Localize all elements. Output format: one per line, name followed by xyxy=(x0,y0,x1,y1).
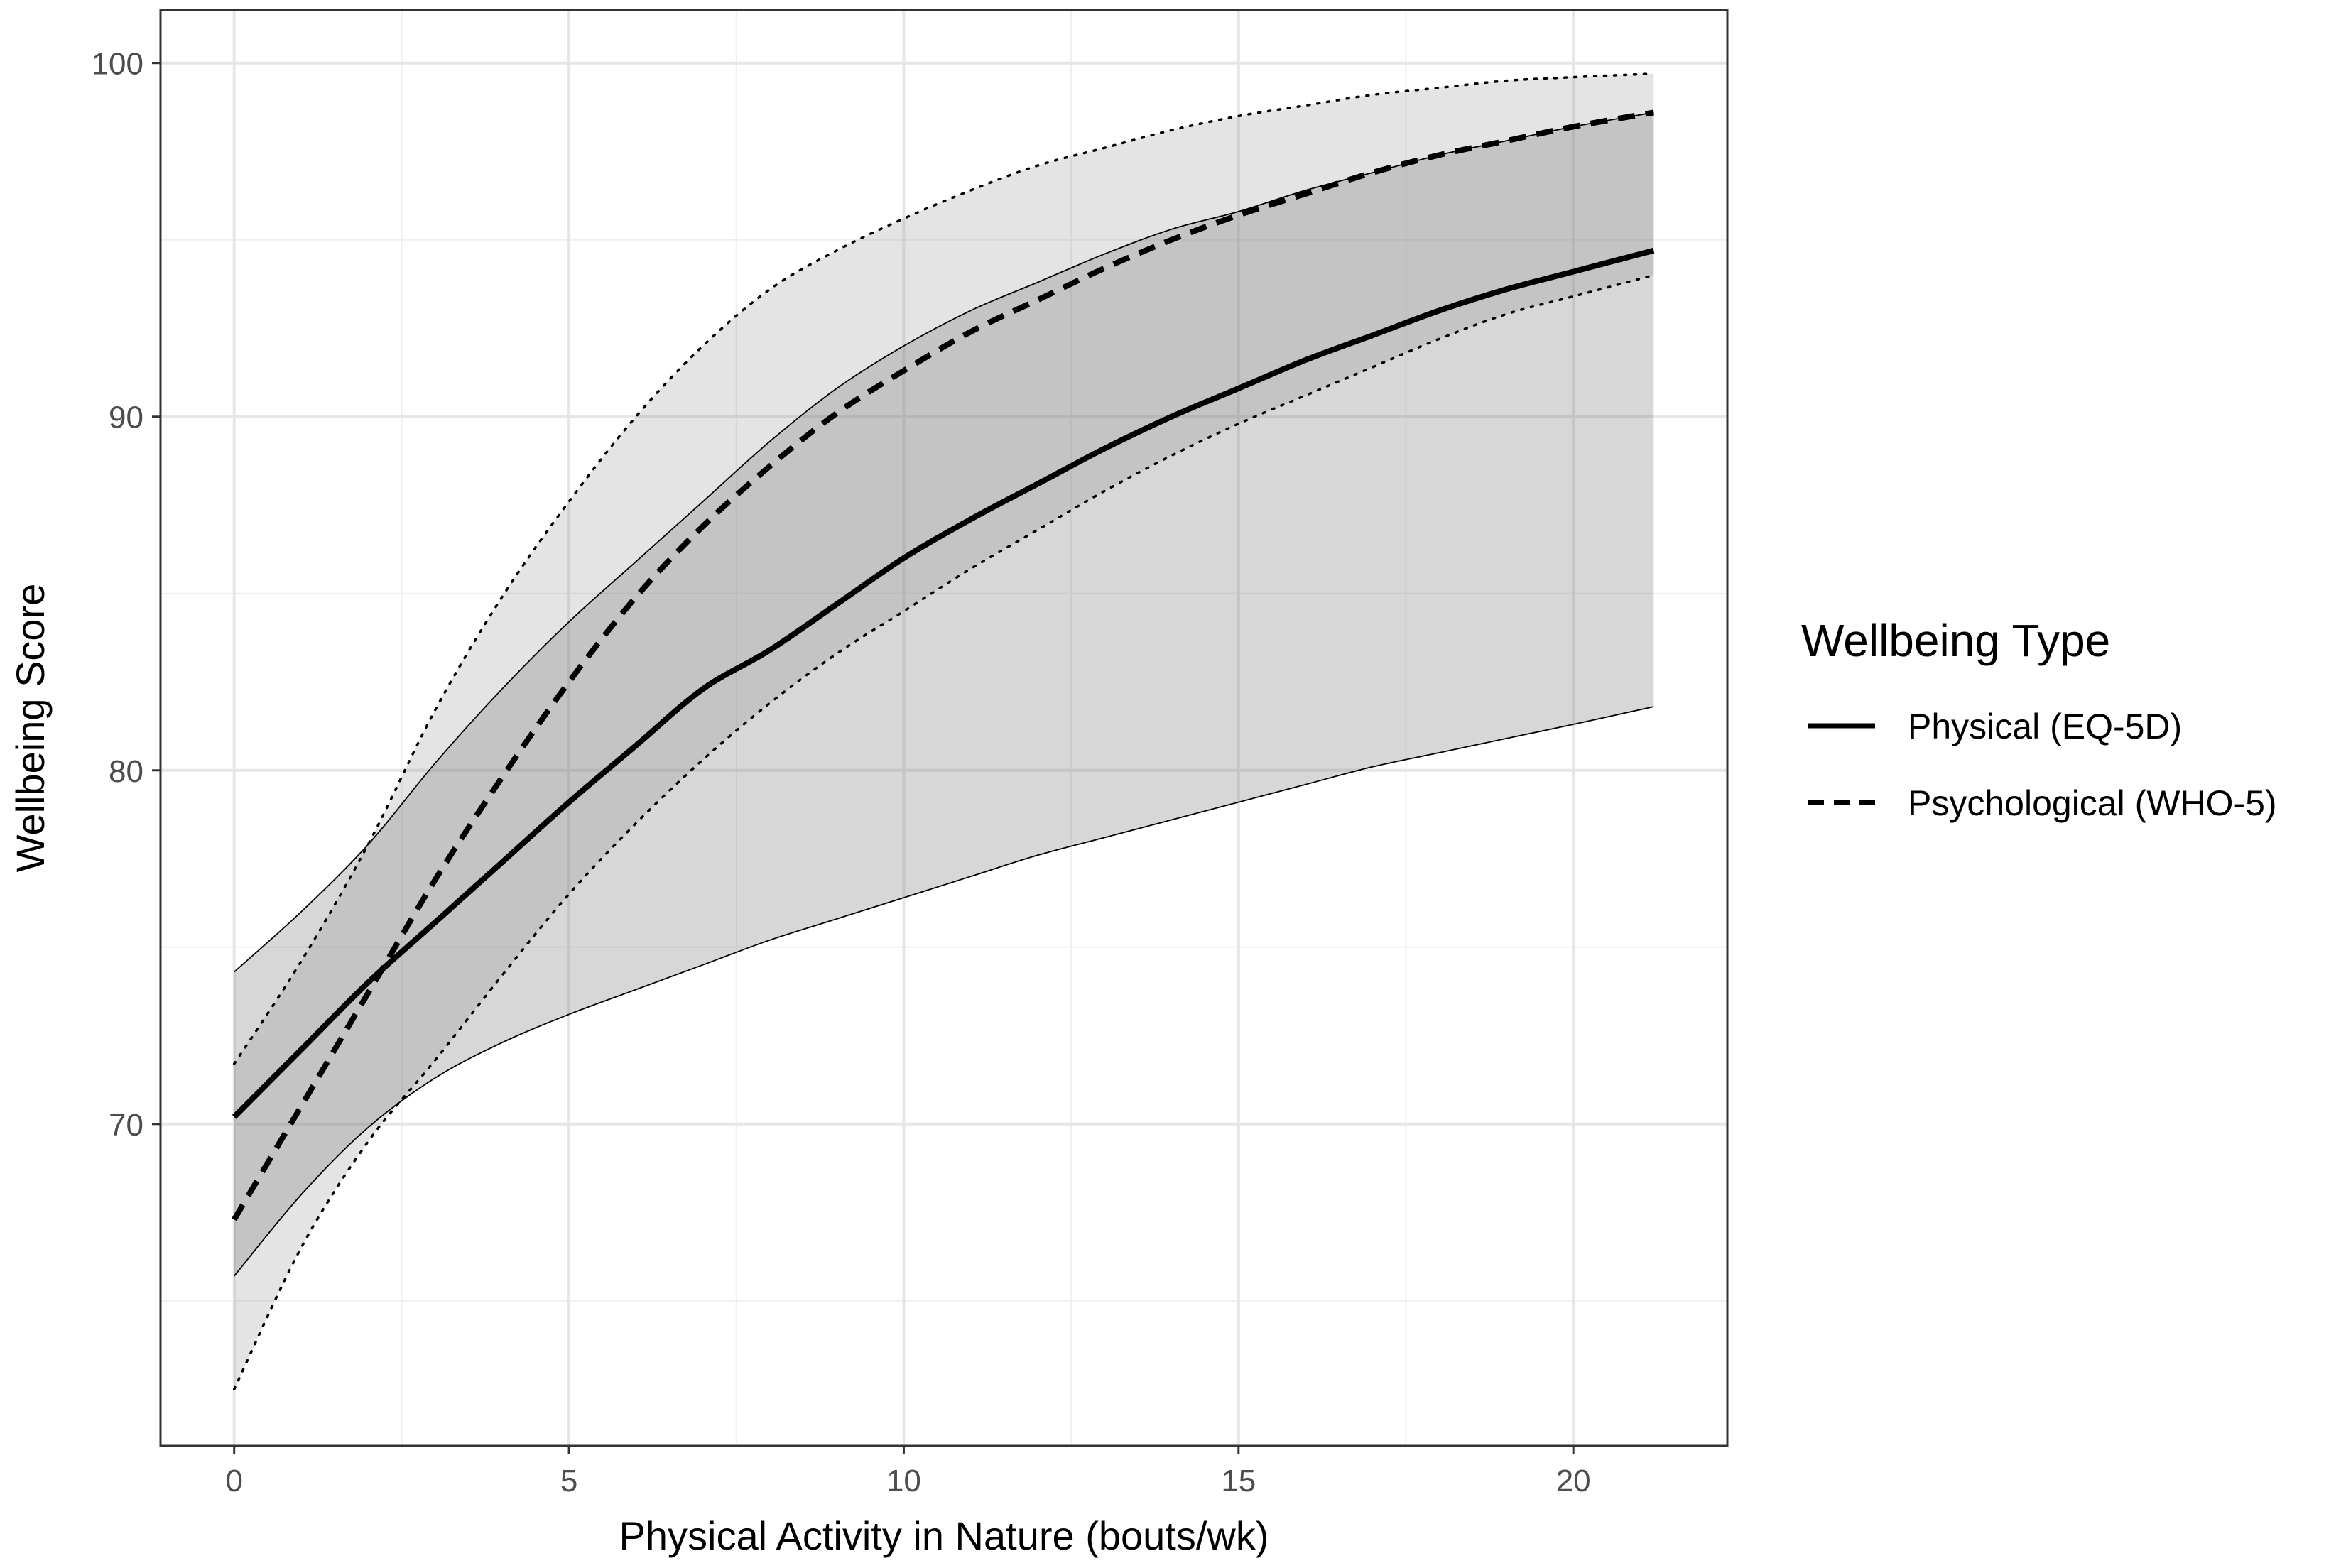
grid-minor xyxy=(161,10,1727,1446)
legend-title: Wellbeing Type xyxy=(1801,615,2110,666)
x-tick-label: 10 xyxy=(886,1464,921,1498)
legend-entry-psychological: Psychological (WHO-5) xyxy=(1808,783,2277,823)
y-tick-label: 100 xyxy=(92,47,143,82)
psychological-ci-lower-edge xyxy=(232,273,1656,1391)
confidence-ribbons xyxy=(234,73,1654,1390)
y-axis-title: Wellbeing Score xyxy=(8,584,53,873)
psychological-ci-upper-edge xyxy=(232,72,1656,1065)
legend: Wellbeing Type Physical (EQ-5D) Psycholo… xyxy=(1801,615,2277,823)
y-tick-label: 90 xyxy=(109,401,143,435)
grid-major xyxy=(161,10,1727,1446)
plot-panel xyxy=(159,9,1729,1447)
y-tick-label: 80 xyxy=(109,754,143,789)
legend-label: Physical (EQ-5D) xyxy=(1908,707,2182,746)
series-line-physical xyxy=(232,247,1655,1119)
series-lines xyxy=(232,109,1655,1221)
x-axis-title: Physical Activity in Nature (bouts/wk) xyxy=(619,1513,1269,1558)
axes: 0 5 10 15 20 70 80 90 100 xyxy=(92,47,1591,1498)
x-tick-label: 0 xyxy=(225,1464,242,1498)
x-tick-label: 20 xyxy=(1556,1464,1591,1498)
physical-ci-lower-edge xyxy=(234,706,1654,1277)
x-tick-label: 5 xyxy=(560,1464,577,1498)
legend-entry-physical: Physical (EQ-5D) xyxy=(1808,707,2182,746)
ribbon-psychological-ci xyxy=(234,73,1654,1390)
series-line-psychological xyxy=(232,109,1654,1221)
legend-label: Psychological (WHO-5) xyxy=(1908,783,2277,823)
ribbon-physical-ci xyxy=(234,112,1654,1276)
panel-border xyxy=(159,9,1729,1447)
x-tick-label: 15 xyxy=(1221,1464,1256,1498)
y-tick-label: 70 xyxy=(109,1108,143,1143)
